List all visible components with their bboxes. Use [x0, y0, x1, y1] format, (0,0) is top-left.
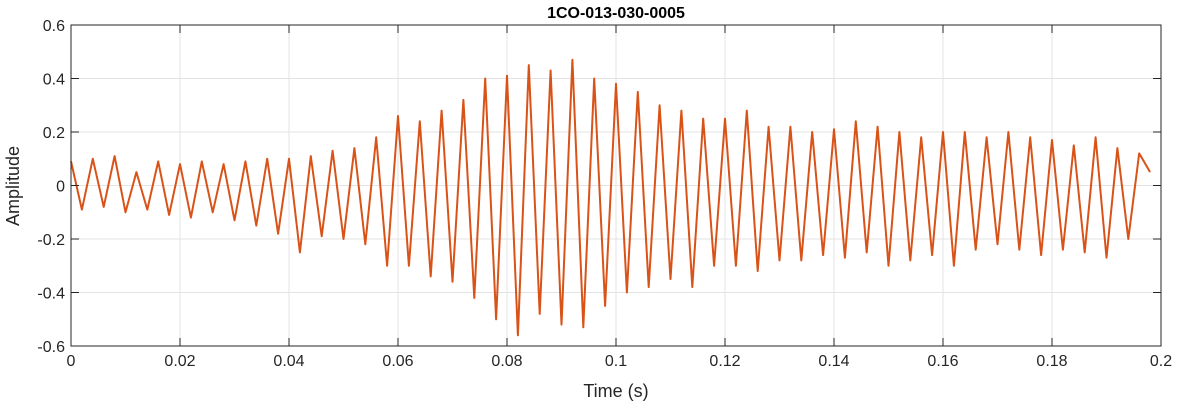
x-tick-label: 0.12	[709, 353, 740, 370]
y-tick-label: 0.4	[43, 72, 65, 89]
x-tick-label: 0.16	[927, 353, 958, 370]
x-tick-label: 0.1	[605, 353, 627, 370]
y-tick-label: 0.6	[43, 18, 65, 35]
series-layer	[70, 58, 1151, 337]
y-axis-label: Amplitude	[3, 146, 23, 226]
x-tick-label: 0.02	[164, 353, 195, 370]
series-line-0	[70, 58, 1151, 337]
x-tick-label: 0.18	[1036, 353, 1067, 370]
y-tick-label: -0.6	[37, 339, 65, 356]
x-tick-label: 0.08	[491, 353, 522, 370]
x-tick-label: 0.2	[1150, 353, 1172, 370]
y-tick-label: 0.2	[43, 125, 65, 142]
x-axis-ticks: 0 0.02 0.04 0.06 0.08 0.1 0.12 0.14 0.16 0.18 0.2	[67, 25, 1172, 370]
y-tick-label: -0.4	[37, 286, 65, 303]
y-tick-label: -0.2	[37, 232, 65, 249]
x-axis-label: Time (s)	[583, 381, 648, 401]
x-tick-label: 0	[67, 353, 76, 370]
x-tick-label: 0.04	[273, 353, 304, 370]
x-tick-label: 0.14	[818, 353, 849, 370]
x-tick-label: 0.06	[382, 353, 413, 370]
chart-title: 1CO-013-030-0005	[547, 5, 685, 22]
y-tick-label: 0	[56, 179, 65, 196]
y-axis-ticks: -0.6 -0.4 -0.2 0 0.2 0.4 0.6	[37, 18, 1161, 356]
